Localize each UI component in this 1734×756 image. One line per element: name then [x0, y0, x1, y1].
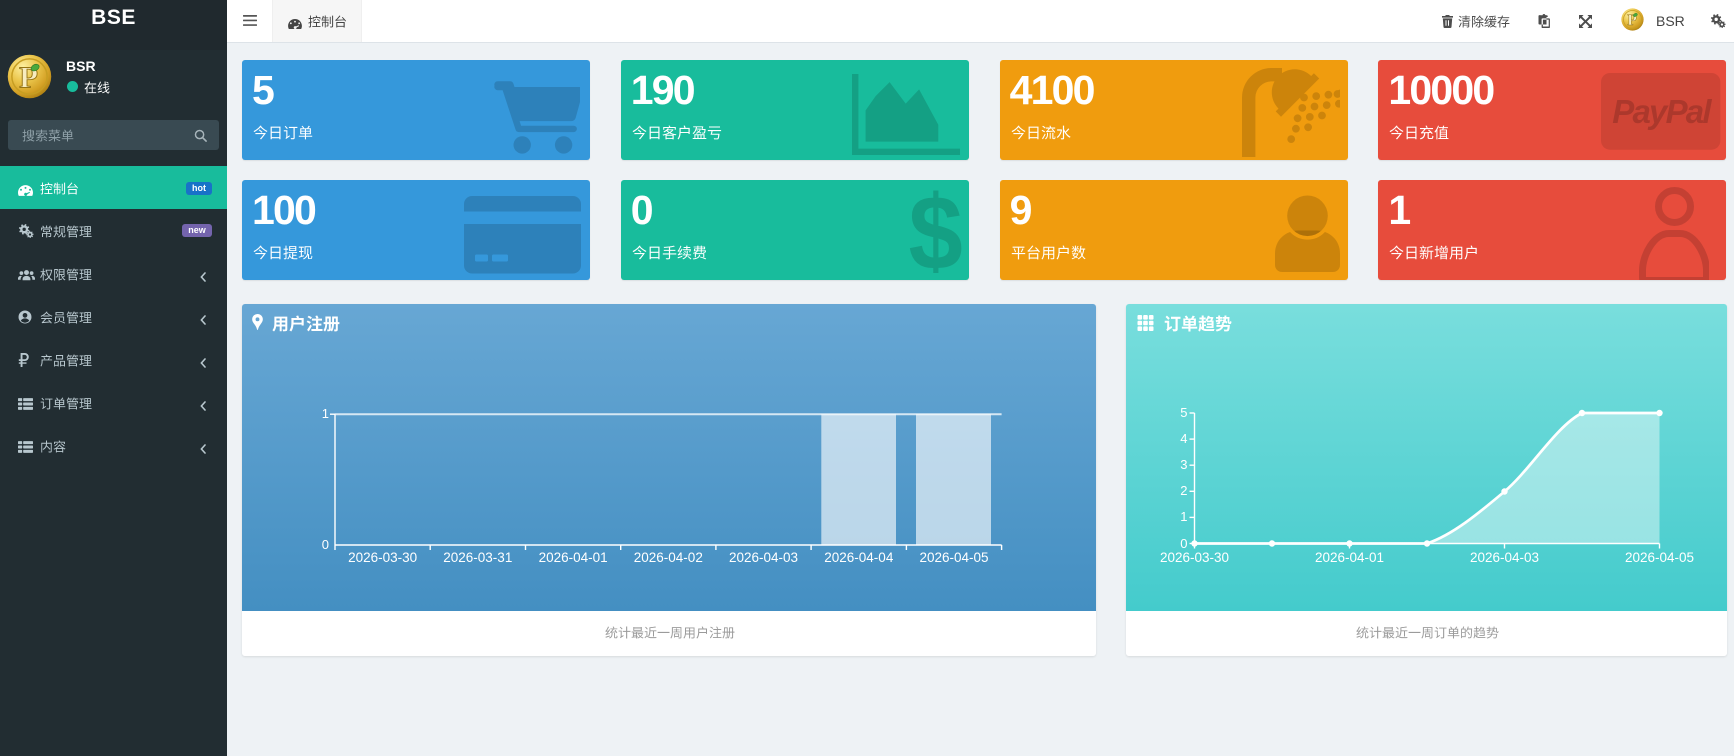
- svg-text:PayPal: PayPal: [1613, 93, 1713, 130]
- svg-text:P: P: [1627, 12, 1637, 29]
- svg-text:$: $: [908, 189, 962, 273]
